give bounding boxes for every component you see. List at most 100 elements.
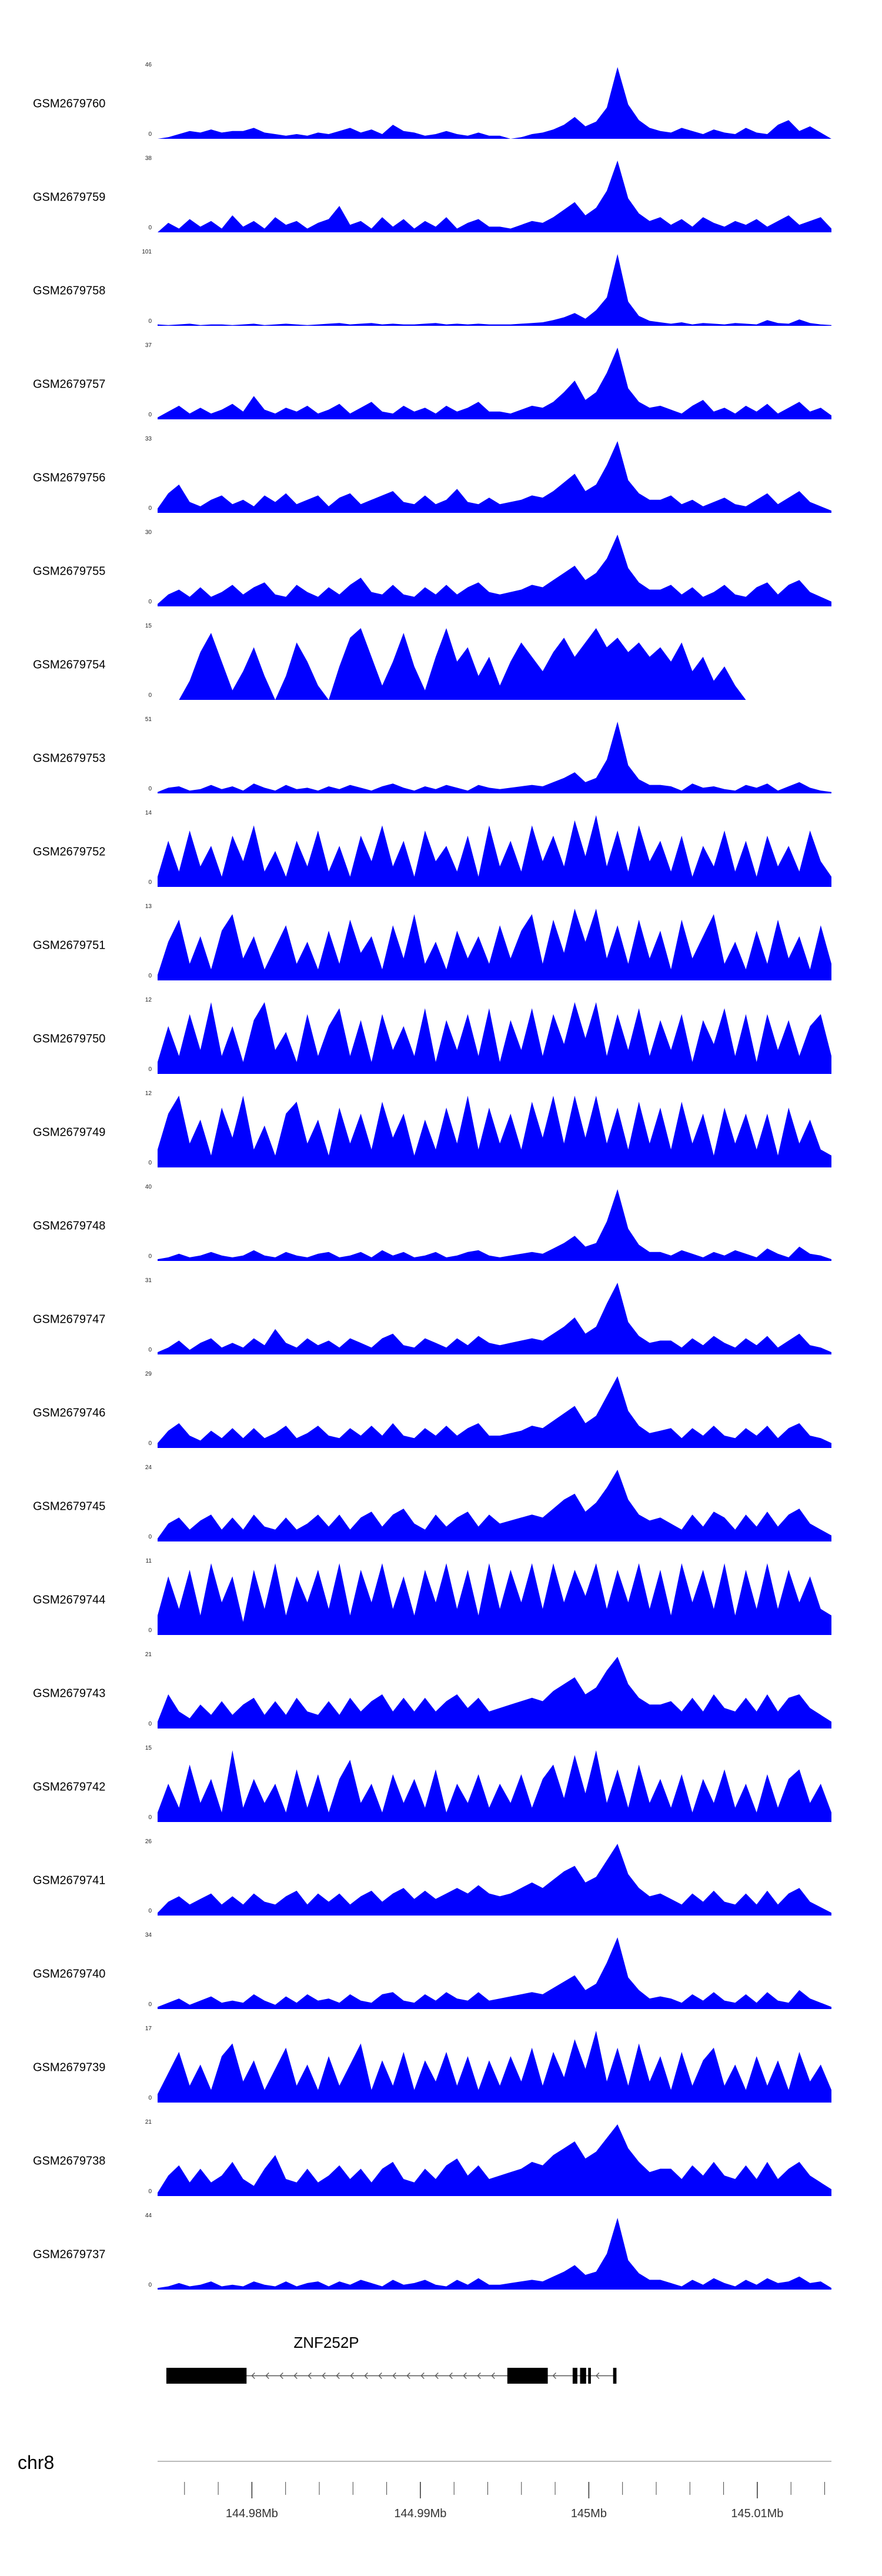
track-ymin-label: 0: [148, 1253, 152, 1260]
track-ymax-label: 37: [145, 342, 152, 349]
signal-polygon: [158, 254, 831, 326]
strand-arrow-icon: [322, 2373, 326, 2379]
track-label: GSM2679738: [33, 2154, 106, 2168]
track-ymin-label: 0: [148, 1347, 152, 1353]
track-label: GSM2679743: [33, 1687, 106, 1700]
signal-area-chart: [158, 909, 831, 980]
axis-tick-label: 145Mb: [571, 2507, 607, 2520]
track-label: GSM2679749: [33, 1126, 106, 1139]
signal-polygon: [158, 1189, 831, 1261]
signal-polygon: [158, 909, 831, 980]
signal-polygon: [158, 1376, 831, 1448]
track-ymax-label: 44: [145, 2213, 152, 2219]
track-ymin-label: 0: [148, 318, 152, 325]
track-ymin-label: 0: [148, 1627, 152, 1634]
track-ymin-label: 0: [148, 1440, 152, 1447]
signal-area-chart: [158, 815, 831, 887]
track-ymax-label: 11: [145, 1558, 152, 1564]
track-ymax-label: 14: [145, 810, 152, 816]
signal-area-chart: [158, 1657, 831, 1729]
signal-area-chart: [158, 161, 831, 232]
track-label: GSM2679757: [33, 378, 106, 391]
track-ymax-label: 31: [145, 1277, 152, 1284]
strand-arrow-icon: [491, 2373, 495, 2379]
track-row: GSM2679741 26 0: [0, 1822, 882, 1916]
track-row: GSM2679750 12 0: [0, 980, 882, 1074]
track-ymax-label: 38: [145, 155, 152, 162]
axis-tick-label: 144.98Mb: [226, 2507, 278, 2520]
track-ymin-label: 0: [148, 2188, 152, 2195]
track-row: GSM2679758 101 0: [0, 232, 882, 326]
track-row: GSM2679746 29 0: [0, 1354, 882, 1448]
strand-arrow-icon: [420, 2373, 425, 2379]
coordinate-axis: 144.98Mb 144.99Mb 145Mb 145.01Mb: [158, 2461, 831, 2520]
track-label: GSM2679750: [33, 1032, 106, 1046]
signal-polygon: [158, 67, 831, 139]
strand-arrow-icon: [350, 2373, 354, 2379]
gene-annotation-track: ZNF252P: [158, 2327, 831, 2397]
track-ymin-label: 0: [148, 2282, 152, 2288]
strand-arrow-icon: [463, 2373, 467, 2379]
track-label: GSM2679760: [33, 97, 106, 111]
track-row: GSM2679737 44 0: [0, 2196, 882, 2290]
track-ymax-label: 40: [145, 1184, 152, 1190]
strand-arrow-icon: [392, 2373, 396, 2379]
signal-polygon: [158, 1750, 831, 1822]
track-ymax-label: 24: [145, 1464, 152, 1471]
track-ymin-label: 0: [148, 786, 152, 792]
signal-area-chart: [158, 1376, 831, 1448]
signal-polygon: [158, 628, 831, 700]
strand-arrow-icon: [251, 2373, 255, 2379]
signal-polygon: [158, 348, 831, 419]
track-row: GSM2679747 31 0: [0, 1261, 882, 1354]
signal-area-chart: [158, 2124, 831, 2196]
track-row: GSM2679754 15 0: [0, 606, 882, 700]
track-label: GSM2679754: [33, 658, 106, 672]
track-ymin-label: 0: [148, 1534, 152, 1540]
exon-rect: [613, 2368, 617, 2384]
track-row: GSM2679748 40 0: [0, 1167, 882, 1261]
gene-model: [166, 2368, 617, 2384]
track-ymin-label: 0: [148, 599, 152, 605]
track-label: GSM2679744: [33, 1593, 106, 1607]
track-row: GSM2679745 24 0: [0, 1448, 882, 1541]
signal-area-chart: [158, 441, 831, 513]
track-ymin-label: 0: [148, 1814, 152, 1821]
sample-signal-tracks: GSM2679760 46 0 GSM2679759 38 0 GSM2679758 101 0…: [0, 45, 882, 2290]
signal-area-chart: [158, 254, 831, 326]
track-ymax-label: 15: [145, 1745, 152, 1751]
track-ymax-label: 12: [145, 1090, 152, 1097]
signal-area-chart: [158, 1750, 831, 1822]
track-row: GSM2679742 15 0: [0, 1729, 882, 1822]
track-label: GSM2679758: [33, 284, 106, 298]
signal-polygon: [158, 1470, 831, 1541]
genome-axis-track: chr8 144.98Mb 144.99Mb 145Mb 145.01Mb: [0, 2452, 882, 2543]
signal-area-chart: [158, 1002, 831, 1074]
strand-arrow-icon: [406, 2373, 410, 2379]
track-row: GSM2679751 13 0: [0, 887, 882, 980]
signal-area-chart: [158, 1470, 831, 1541]
track-ymin-label: 0: [148, 505, 152, 512]
strand-arrow-icon: [265, 2373, 269, 2379]
track-label: GSM2679752: [33, 845, 106, 859]
track-ymin-label: 0: [148, 1160, 152, 1166]
track-label: GSM2679756: [33, 471, 106, 485]
signal-polygon: [158, 2218, 831, 2290]
track-label: GSM2679753: [33, 752, 106, 765]
track-ymax-label: 29: [145, 1371, 152, 1377]
track-row: GSM2679744 11 0: [0, 1541, 882, 1635]
track-ymin-label: 0: [148, 692, 152, 699]
track-ymax-label: 26: [145, 1838, 152, 1845]
strand-arrow-icon: [279, 2373, 283, 2379]
track-row: GSM2679759 38 0: [0, 139, 882, 232]
exon-rect: [507, 2368, 548, 2384]
exon-rect: [580, 2368, 586, 2384]
signal-polygon: [158, 1844, 831, 1916]
track-ymin-label: 0: [148, 1066, 152, 1073]
signal-polygon: [158, 722, 831, 793]
signal-area-chart: [158, 2218, 831, 2290]
signal-polygon: [158, 1563, 831, 1635]
track-label: GSM2679747: [33, 1313, 106, 1326]
exon-rect: [166, 2368, 247, 2384]
